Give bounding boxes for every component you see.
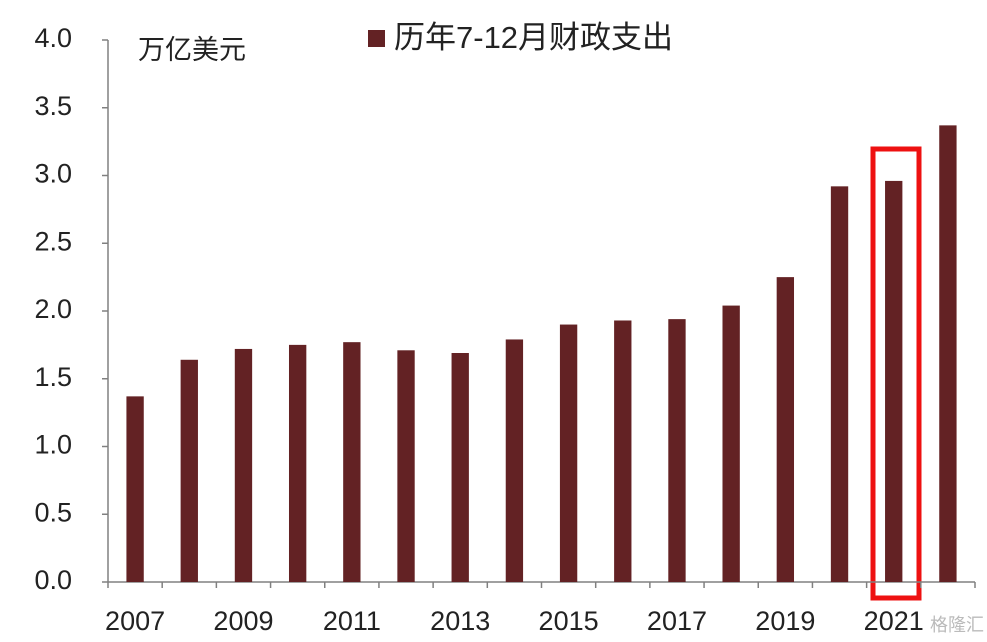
bar xyxy=(668,319,686,582)
bar xyxy=(614,320,632,582)
y-tick-label: 4.0 xyxy=(34,23,72,53)
y-tick-label: 0.0 xyxy=(34,565,72,595)
bar xyxy=(505,339,524,582)
bar xyxy=(830,186,849,582)
x-tick-label: 2007 xyxy=(105,606,165,636)
x-tick-label: 2013 xyxy=(430,606,490,636)
bar xyxy=(776,277,795,582)
bar xyxy=(343,342,361,582)
y-tick-label: 2.5 xyxy=(34,226,72,256)
highlight-box xyxy=(870,146,922,601)
bar xyxy=(451,353,469,582)
y-tick-label: 3.0 xyxy=(34,159,72,189)
unit-label: 万亿美元 xyxy=(138,35,246,65)
x-tick-label: 2009 xyxy=(213,606,273,636)
y-tick-label: 0.5 xyxy=(34,497,72,527)
y-tick-label: 1.5 xyxy=(34,362,72,392)
bar xyxy=(559,324,578,582)
x-tick-label: 2021 xyxy=(864,606,924,636)
bar xyxy=(397,350,415,582)
x-tick-label: 2019 xyxy=(755,606,815,636)
legend-swatch xyxy=(368,30,385,47)
x-tick-label: 2011 xyxy=(323,606,381,636)
legend-label: 历年7-12月财政支出 xyxy=(394,20,673,55)
x-tick-label: 2017 xyxy=(647,606,707,636)
bar xyxy=(722,305,740,582)
bar xyxy=(288,344,307,582)
bar xyxy=(234,348,253,582)
bar xyxy=(180,359,198,582)
watermark: 格隆汇 xyxy=(930,615,984,635)
bar xyxy=(885,180,903,583)
y-tick-label: 3.5 xyxy=(34,91,72,121)
y-tick-label: 2.0 xyxy=(34,294,72,324)
bar xyxy=(126,396,144,582)
y-tick-label: 1.0 xyxy=(34,430,72,460)
bar xyxy=(939,125,957,583)
x-tick-label: 2015 xyxy=(539,606,599,636)
